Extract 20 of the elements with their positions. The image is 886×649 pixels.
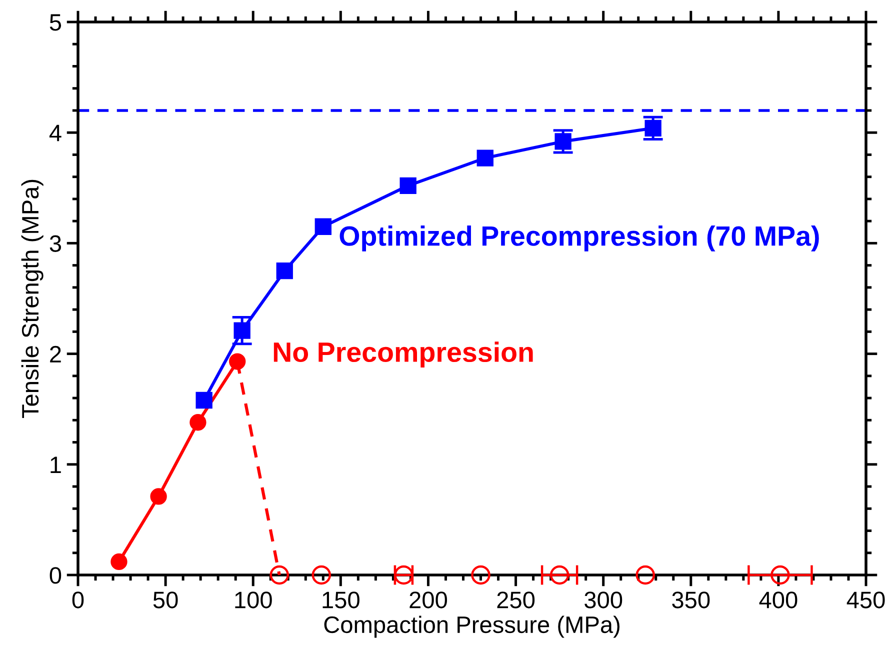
- y-tick-label: 4: [49, 124, 62, 142]
- y-axis-title: Tensile Strength (MPa): [21, 180, 44, 418]
- x-tick-label: 350: [672, 592, 710, 608]
- x-tick-label: 250: [497, 592, 535, 608]
- x-tick-label: 150: [322, 592, 360, 608]
- x-tick-label: 400: [759, 592, 798, 608]
- x-tick-label: 200: [410, 592, 447, 608]
- x-tick-label: 100: [235, 592, 272, 608]
- x-tick-label: 50: [153, 592, 178, 608]
- series-label: No Precompression: [274, 342, 533, 368]
- y-tick-label: 1: [50, 456, 61, 473]
- series-label: Optimized Precompression (70 MPa): [340, 226, 819, 252]
- x-axis-title: Compaction Pressure (MPa): [324, 616, 620, 638]
- x-tick-label: 300: [584, 592, 622, 608]
- x-tick-label: 450: [846, 592, 885, 608]
- y-tick-label: 0: [50, 567, 62, 584]
- y-tick-label: 2: [50, 346, 61, 362]
- y-tick-label: 5: [50, 14, 62, 31]
- y-tick-label: 3: [50, 235, 61, 252]
- x-tick-label: 0: [72, 592, 84, 608]
